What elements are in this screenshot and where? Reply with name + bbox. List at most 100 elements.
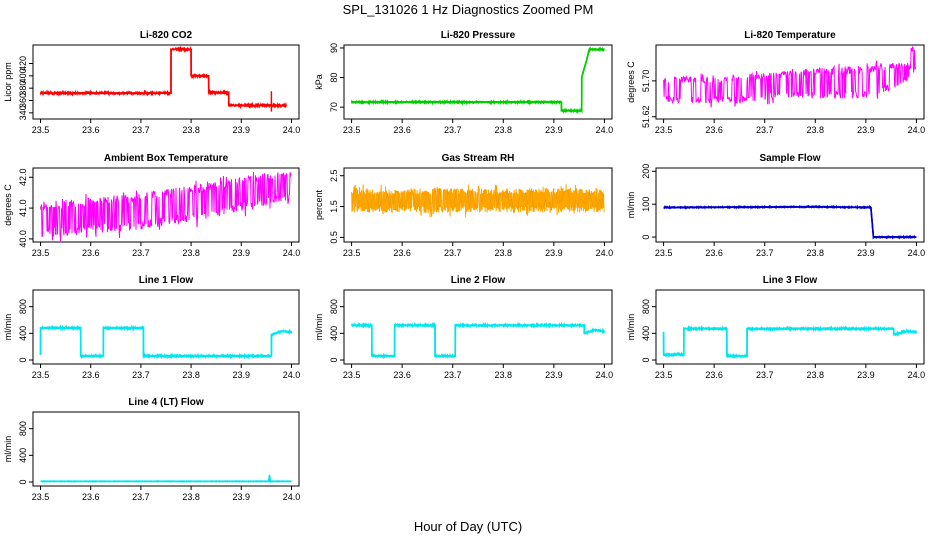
plot-frame	[343, 44, 613, 120]
panel-title: Line 1 Flow	[139, 275, 194, 286]
x-tick-label: 24.0	[908, 370, 926, 380]
y-tick-label: 0	[18, 479, 28, 484]
x-tick-label: 23.6	[705, 125, 723, 135]
x-tick-label: 23.6	[82, 370, 100, 380]
panel-2: Li-820 Pressure 23.5 23.6 23.7 23.8 23.9 24.0 7…	[314, 30, 613, 135]
panel-1: Li-820 CO2 23.5 23.6 23.7 23.8 23.9 24.0 340360…	[3, 30, 300, 135]
panel-title: Li-820 Temperature	[744, 30, 836, 41]
x-tick-label: 23.6	[393, 370, 411, 380]
x-tick-label: 23.5	[655, 248, 673, 258]
plot-frame	[32, 167, 300, 243]
panel-title: Gas Stream RH	[442, 153, 515, 164]
y-tick-label: 400	[641, 326, 651, 341]
x-tick-label: 23.8	[807, 370, 825, 380]
y-tick-label: 51.62	[641, 105, 651, 128]
y-tick-label: 80	[329, 73, 339, 83]
x-tick-label: 23.5	[343, 125, 361, 135]
x-tick-label: 24.0	[283, 248, 301, 258]
series-group	[663, 46, 917, 108]
y-tick-label: 400	[18, 448, 28, 463]
x-tick-label: 23.8	[182, 370, 200, 380]
panel-title: Li-820 CO2	[140, 30, 193, 41]
y-tick-label: 41.0	[18, 199, 28, 217]
x-tick-label: 23.5	[32, 248, 50, 258]
x-tick-label: 23.5	[655, 370, 673, 380]
y-tick-label: 400	[18, 68, 28, 83]
panel-title: Li-820 Pressure	[441, 30, 516, 41]
series-line	[39, 324, 293, 360]
x-tick-label: 23.5	[655, 125, 673, 135]
x-tick-label: 24.0	[283, 125, 301, 135]
x-tick-label: 23.9	[233, 370, 251, 380]
panel-7: Line 1 Flow 23.5 23.6 23.7 23.8 23.9 24.0 0 400 8…	[3, 275, 300, 380]
x-tick-label: 23.5	[32, 492, 50, 502]
x-tick-label: 23.8	[495, 125, 513, 135]
x-tick-label: 23.7	[132, 492, 150, 502]
y-tick-label: 800	[641, 299, 651, 314]
y-axis-label: ml/min	[626, 314, 636, 341]
panel-title: Line 2 Flow	[451, 275, 506, 286]
x-tick-label: 23.7	[756, 370, 774, 380]
plot-frame	[343, 289, 613, 365]
x-tick-label: 23.9	[857, 370, 875, 380]
x-tick-label: 23.5	[343, 370, 361, 380]
panel-grid: Li-820 CO2 23.5 23.6 23.7 23.8 23.9 24.0 340360…	[3, 30, 925, 502]
x-tick-label: 23.9	[233, 125, 251, 135]
x-tick-label: 23.5	[32, 370, 50, 380]
series-line	[350, 321, 606, 360]
figure-xlabel: Hour of Day (UTC)	[414, 519, 522, 534]
series-steps	[40, 48, 287, 107]
x-tick-label: 24.0	[596, 370, 614, 380]
x-tick-label: 23.8	[495, 370, 513, 380]
x-tick-label: 23.6	[393, 248, 411, 258]
y-axis-label: percent	[314, 189, 324, 220]
y-tick-label: 800	[329, 299, 339, 314]
y-tick-label: 0.5	[329, 231, 339, 244]
series-line	[40, 171, 292, 241]
series-line	[663, 204, 917, 240]
plot-frame	[343, 167, 613, 243]
x-tick-label: 23.7	[444, 370, 462, 380]
y-tick-label: 200	[641, 164, 651, 179]
y-tick-label: 360	[18, 93, 28, 108]
x-tick-label: 23.9	[233, 492, 251, 502]
y-axis-label: Licor ppm	[3, 62, 13, 102]
y-axis-label: degrees C	[626, 61, 636, 103]
plot-frame	[32, 289, 300, 365]
y-tick-label: 51.70	[641, 70, 651, 93]
series-steps	[39, 327, 292, 357]
series-line	[39, 45, 287, 110]
x-tick-label: 23.9	[233, 248, 251, 258]
plot-frame	[32, 44, 300, 120]
x-tick-label: 23.7	[444, 125, 462, 135]
y-tick-label: 2.5	[329, 169, 339, 182]
y-tick-label: 400	[18, 326, 28, 341]
series-group	[350, 46, 606, 115]
y-tick-label: 0	[641, 235, 651, 240]
y-axis-label: ml/min	[626, 192, 636, 219]
series-steps	[662, 327, 917, 357]
plot-frame	[655, 44, 925, 120]
x-tick-label: 24.0	[283, 370, 301, 380]
y-axis-label: ml/min	[3, 314, 13, 341]
y-tick-label: 380	[18, 81, 28, 96]
series-group	[351, 184, 605, 218]
panel-4: Ambient Box Temperature 23.5 23.6 23.7 23.8 2…	[3, 153, 300, 258]
plot-frame	[655, 289, 925, 365]
x-tick-label: 23.8	[182, 492, 200, 502]
series-group	[39, 45, 287, 112]
y-tick-label: 0	[641, 357, 651, 362]
x-tick-label: 24.0	[596, 125, 614, 135]
y-axis-label: degrees C	[3, 184, 13, 226]
series-line	[662, 325, 918, 360]
x-tick-label: 23.7	[132, 248, 150, 258]
panel-10: Line 4 (LT) Flow 23.5 23.6 23.7 23.8 23.9 24.0…	[3, 397, 300, 502]
x-tick-label: 23.8	[807, 248, 825, 258]
series-group	[39, 324, 293, 360]
panel-5: Gas Stream RH 23.5 23.6 23.7 23.8 23.9 24.0 0.5…	[314, 153, 613, 258]
x-tick-label: 23.6	[393, 125, 411, 135]
y-tick-label: 800	[18, 299, 28, 314]
x-tick-label: 24.0	[596, 248, 614, 258]
x-tick-label: 23.6	[82, 492, 100, 502]
